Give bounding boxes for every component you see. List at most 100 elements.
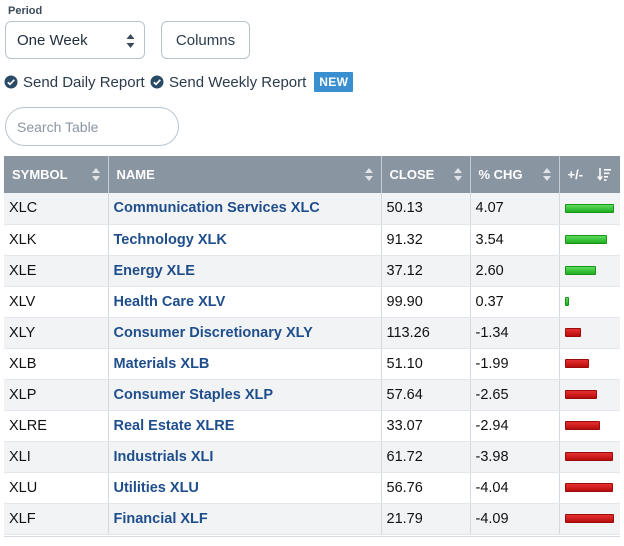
name-link[interactable]: Utilities XLU (113, 479, 199, 496)
sort-descending-icon (597, 168, 611, 181)
close-cell: 91.32 (381, 224, 471, 256)
name-cell: Industrials XLI (108, 441, 382, 473)
table-row[interactable]: XLC Communication Services XLC 50.13 4.07 (4, 193, 620, 225)
table-header-row: SYMBOL NAME CLOSE % CHG +/- (4, 156, 620, 193)
table-row[interactable]: XLF Financial XLF 21.79 -4.09 (4, 503, 620, 535)
close-cell: 57.64 (381, 379, 471, 411)
table-row[interactable]: XLU Utilities XLU 56.76 -4.04 (4, 472, 620, 504)
close-cell: 21.79 (381, 503, 471, 535)
table-row[interactable]: XLI Industrials XLI 61.72 -3.98 (4, 441, 620, 473)
symbol-cell: XLV (4, 286, 109, 318)
header-close-label: CLOSE (389, 167, 435, 182)
name-cell: Materials XLB (108, 348, 382, 380)
close-cell: 50.13 (381, 193, 471, 225)
negative-change-bar (564, 359, 589, 368)
name-cell: Consumer Discretionary XLY (108, 317, 382, 349)
name-link[interactable]: Real Estate XLRE (113, 417, 235, 434)
symbol-cell: XLC (4, 193, 109, 225)
header-symbol[interactable]: SYMBOL (4, 156, 109, 193)
name-link[interactable]: Energy XLE (113, 262, 195, 279)
close-cell: 113.26 (381, 317, 471, 349)
symbol-cell: XLU (4, 472, 109, 504)
send-weekly-report-toggle[interactable]: Send Weekly Report NEW (150, 72, 354, 92)
positive-change-bar (564, 297, 569, 306)
send-weekly-report-label: Send Weekly Report (169, 73, 307, 91)
table-row[interactable]: XLK Technology XLK 91.32 3.54 (4, 224, 620, 256)
table-row[interactable]: XLY Consumer Discretionary XLY 113.26 -1.34 (4, 317, 620, 349)
send-daily-report-label: Send Daily Report (23, 73, 145, 91)
header-close[interactable]: CLOSE (381, 156, 471, 193)
table-row[interactable]: XLV Health Care XLV 99.90 0.37 (4, 286, 620, 318)
name-link[interactable]: Industrials XLI (113, 448, 214, 465)
pct-change-cell: 0.37 (470, 286, 560, 318)
name-link[interactable]: Technology XLK (113, 231, 227, 248)
pct-change-cell: -1.99 (470, 348, 560, 380)
table-row[interactable]: XLRE Real Estate XLRE 33.07 -2.94 (4, 410, 620, 442)
name-cell: Utilities XLU (108, 472, 382, 504)
name-cell: Technology XLK (108, 224, 382, 256)
sort-arrows-icon (453, 168, 462, 181)
symbol-cell: XLP (4, 379, 109, 411)
change-bar-cell (559, 410, 620, 442)
positive-change-bar (564, 203, 614, 213)
sort-arrows-icon (364, 168, 373, 181)
header-plus-minus-label: +/- (567, 167, 584, 182)
name-cell: Financial XLF (108, 503, 382, 535)
pct-change-cell: -4.09 (470, 503, 560, 535)
symbol-cell: XLY (4, 317, 109, 349)
symbol-cell: XLE (4, 255, 109, 287)
pct-change-cell: -2.65 (470, 379, 560, 411)
sort-arrows-icon (542, 168, 551, 181)
pct-change-cell: -1.34 (470, 317, 560, 349)
symbol-cell: XLF (4, 503, 109, 535)
select-arrows-icon (126, 34, 135, 48)
change-bar-cell (559, 317, 620, 349)
table-row[interactable]: XLB Materials XLB 51.10 -1.99 (4, 348, 620, 380)
change-bar-cell (559, 379, 620, 411)
name-cell: Health Care XLV (108, 286, 382, 318)
table-row[interactable]: XLE Energy XLE 37.12 2.60 (4, 255, 620, 287)
period-select-value: One Week (17, 31, 88, 49)
header-pct-change[interactable]: % CHG (470, 156, 560, 193)
change-bar-cell (559, 224, 620, 256)
sort-arrows-icon (91, 168, 100, 181)
send-daily-report-toggle[interactable]: Send Daily Report (4, 72, 145, 92)
header-plus-minus[interactable]: +/- (559, 156, 620, 193)
close-cell: 33.07 (381, 410, 471, 442)
name-link[interactable]: Consumer Staples XLP (113, 386, 274, 403)
close-cell: 56.76 (381, 472, 471, 504)
header-pct-change-label: % CHG (478, 167, 523, 182)
header-name[interactable]: NAME (108, 156, 382, 193)
table-row[interactable]: XLP Consumer Staples XLP 57.64 -2.65 (4, 379, 620, 411)
sector-table: SYMBOL NAME CLOSE % CHG +/- XLC Communica… (4, 156, 620, 535)
period-select[interactable]: One Week (5, 21, 145, 59)
negative-change-bar (564, 514, 614, 523)
symbol-cell: XLK (4, 224, 109, 256)
change-bar-cell (559, 348, 620, 380)
pct-change-cell: 2.60 (470, 255, 560, 287)
change-bar-cell (559, 255, 620, 287)
header-symbol-label: SYMBOL (12, 167, 68, 182)
close-cell: 37.12 (381, 255, 471, 287)
close-cell: 61.72 (381, 441, 471, 473)
negative-change-bar (564, 483, 613, 492)
positive-change-bar (564, 235, 607, 244)
name-link[interactable]: Consumer Discretionary XLY (113, 324, 313, 341)
header-name-label: NAME (116, 167, 155, 182)
close-cell: 51.10 (381, 348, 471, 380)
name-link[interactable]: Materials XLB (113, 355, 210, 372)
negative-change-bar (564, 328, 581, 337)
name-link[interactable]: Financial XLF (113, 510, 208, 527)
table-bottom-border (4, 536, 620, 537)
search-input[interactable] (5, 107, 179, 146)
name-link[interactable]: Communication Services XLC (113, 200, 320, 217)
change-bar-cell (559, 286, 620, 318)
pct-change-cell: -3.98 (470, 441, 560, 473)
columns-button[interactable]: Columns (161, 21, 250, 59)
name-link[interactable]: Health Care XLV (113, 293, 226, 310)
name-cell: Real Estate XLRE (108, 410, 382, 442)
pct-change-cell: 3.54 (470, 224, 560, 256)
change-bar-cell (559, 193, 620, 225)
negative-change-bar (564, 452, 613, 461)
symbol-cell: XLI (4, 441, 109, 473)
